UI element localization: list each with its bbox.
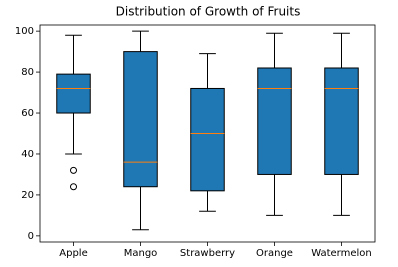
x-tick-label: Orange (256, 248, 293, 259)
y-tick-label: 0 (28, 231, 34, 242)
box (257, 67, 292, 175)
box (56, 73, 91, 114)
y-tick-label: 40 (21, 149, 34, 160)
box (123, 51, 158, 188)
box (190, 87, 225, 192)
x-tick-label: Watermelon (311, 248, 372, 259)
x-tick-label: Apple (59, 248, 87, 259)
outlier (70, 166, 77, 174)
x-tick-label: Mango (124, 248, 158, 259)
y-tick-label: 60 (21, 108, 34, 119)
outlier (70, 183, 77, 191)
box (324, 67, 359, 175)
y-tick-label: 20 (21, 190, 34, 201)
x-tick-label: Strawberry (180, 248, 235, 259)
y-tick-label: 100 (15, 26, 34, 37)
chart-title: Distribution of Growth of Fruits (116, 5, 301, 19)
y-tick-label: 80 (21, 67, 34, 78)
